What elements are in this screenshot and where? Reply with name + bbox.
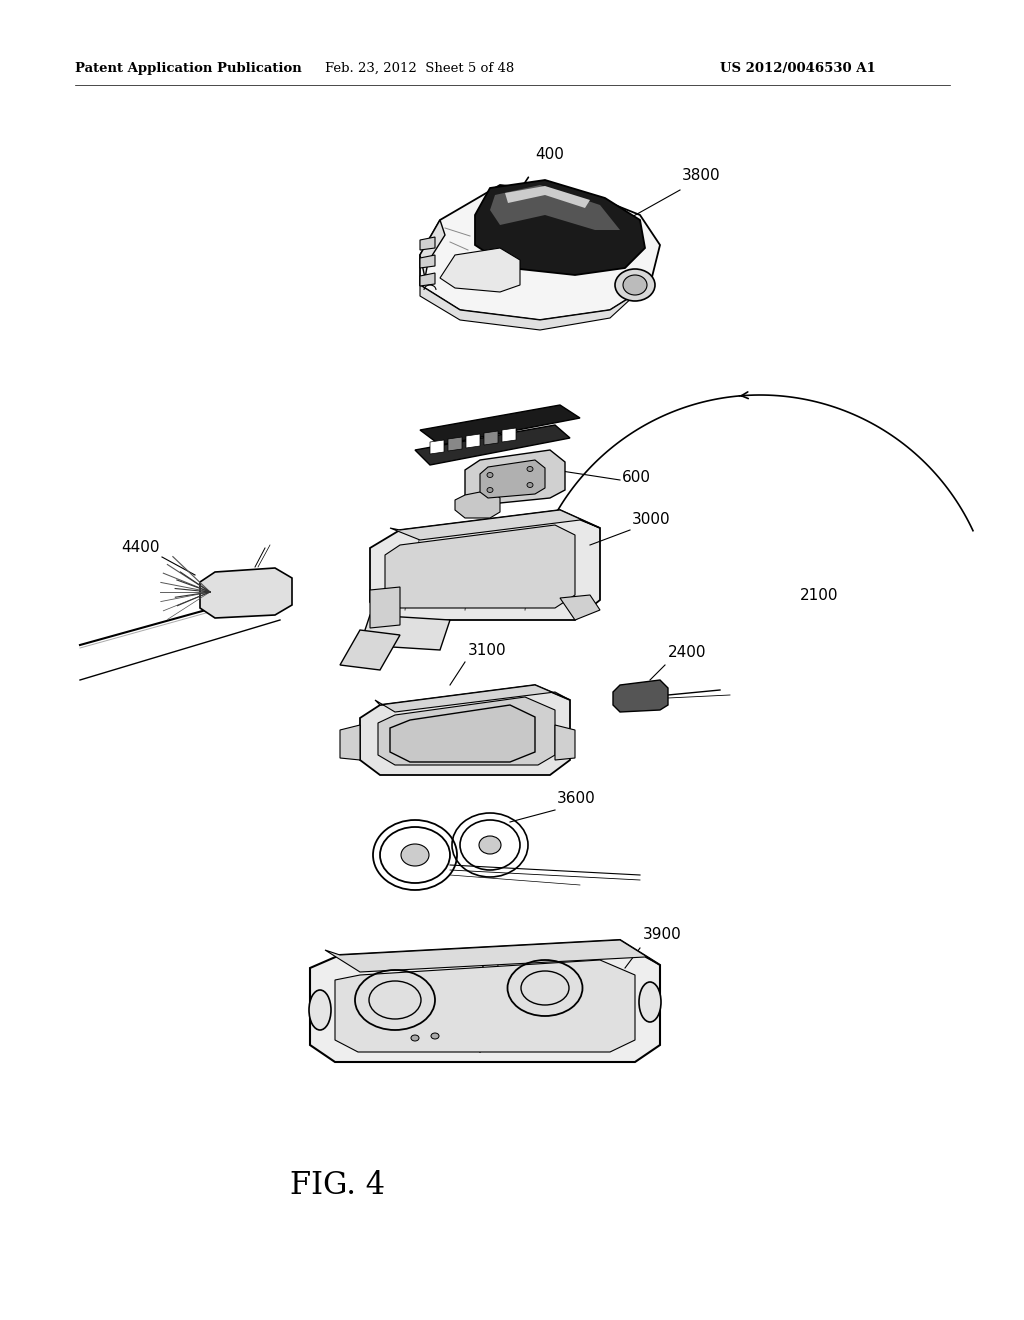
Ellipse shape <box>431 1034 439 1039</box>
Ellipse shape <box>527 466 534 471</box>
Polygon shape <box>375 685 570 711</box>
Polygon shape <box>200 568 292 618</box>
Text: 2100: 2100 <box>800 587 839 602</box>
Polygon shape <box>420 255 435 268</box>
Text: FIG. 4: FIG. 4 <box>290 1170 385 1200</box>
Ellipse shape <box>309 990 331 1030</box>
Polygon shape <box>310 940 660 1063</box>
Polygon shape <box>502 428 516 442</box>
Ellipse shape <box>623 275 647 294</box>
Polygon shape <box>465 450 565 506</box>
Text: 3800: 3800 <box>682 168 721 183</box>
Text: Patent Application Publication: Patent Application Publication <box>75 62 302 75</box>
Ellipse shape <box>401 843 429 866</box>
Text: 3000: 3000 <box>632 512 671 527</box>
Polygon shape <box>420 185 660 319</box>
Polygon shape <box>613 680 668 711</box>
Polygon shape <box>505 186 590 209</box>
Polygon shape <box>560 595 600 620</box>
Text: US 2012/0046530 A1: US 2012/0046530 A1 <box>720 62 876 75</box>
Polygon shape <box>490 185 620 230</box>
Polygon shape <box>420 285 650 330</box>
Polygon shape <box>415 425 570 465</box>
Polygon shape <box>466 434 480 447</box>
Ellipse shape <box>487 487 493 492</box>
Text: 600: 600 <box>622 470 651 484</box>
Polygon shape <box>370 510 600 620</box>
Ellipse shape <box>615 269 655 301</box>
Text: 3100: 3100 <box>468 643 507 657</box>
Polygon shape <box>420 405 580 445</box>
Text: 4400: 4400 <box>122 540 160 554</box>
Polygon shape <box>360 615 450 649</box>
Polygon shape <box>420 273 435 286</box>
Text: 3900: 3900 <box>643 927 682 942</box>
Ellipse shape <box>527 483 534 487</box>
Ellipse shape <box>479 836 501 854</box>
Text: 400: 400 <box>535 147 564 162</box>
Ellipse shape <box>487 473 493 478</box>
Polygon shape <box>385 525 575 609</box>
Polygon shape <box>480 459 545 498</box>
Polygon shape <box>430 440 444 454</box>
Text: 3600: 3600 <box>557 791 596 807</box>
Polygon shape <box>378 697 555 766</box>
Polygon shape <box>475 180 645 275</box>
Polygon shape <box>484 432 498 445</box>
Polygon shape <box>420 238 435 249</box>
Text: 2400: 2400 <box>668 645 707 660</box>
Polygon shape <box>390 705 535 762</box>
Polygon shape <box>390 510 600 540</box>
Polygon shape <box>555 725 575 760</box>
Ellipse shape <box>411 1035 419 1041</box>
Polygon shape <box>449 437 462 451</box>
Polygon shape <box>420 220 445 279</box>
Text: Feb. 23, 2012  Sheet 5 of 48: Feb. 23, 2012 Sheet 5 of 48 <box>326 62 515 75</box>
Polygon shape <box>360 685 570 775</box>
Polygon shape <box>370 587 400 628</box>
Polygon shape <box>455 490 500 517</box>
Polygon shape <box>440 248 520 292</box>
Polygon shape <box>340 725 360 760</box>
Ellipse shape <box>639 982 662 1022</box>
Polygon shape <box>340 630 400 671</box>
Polygon shape <box>335 960 635 1052</box>
Polygon shape <box>325 940 660 972</box>
